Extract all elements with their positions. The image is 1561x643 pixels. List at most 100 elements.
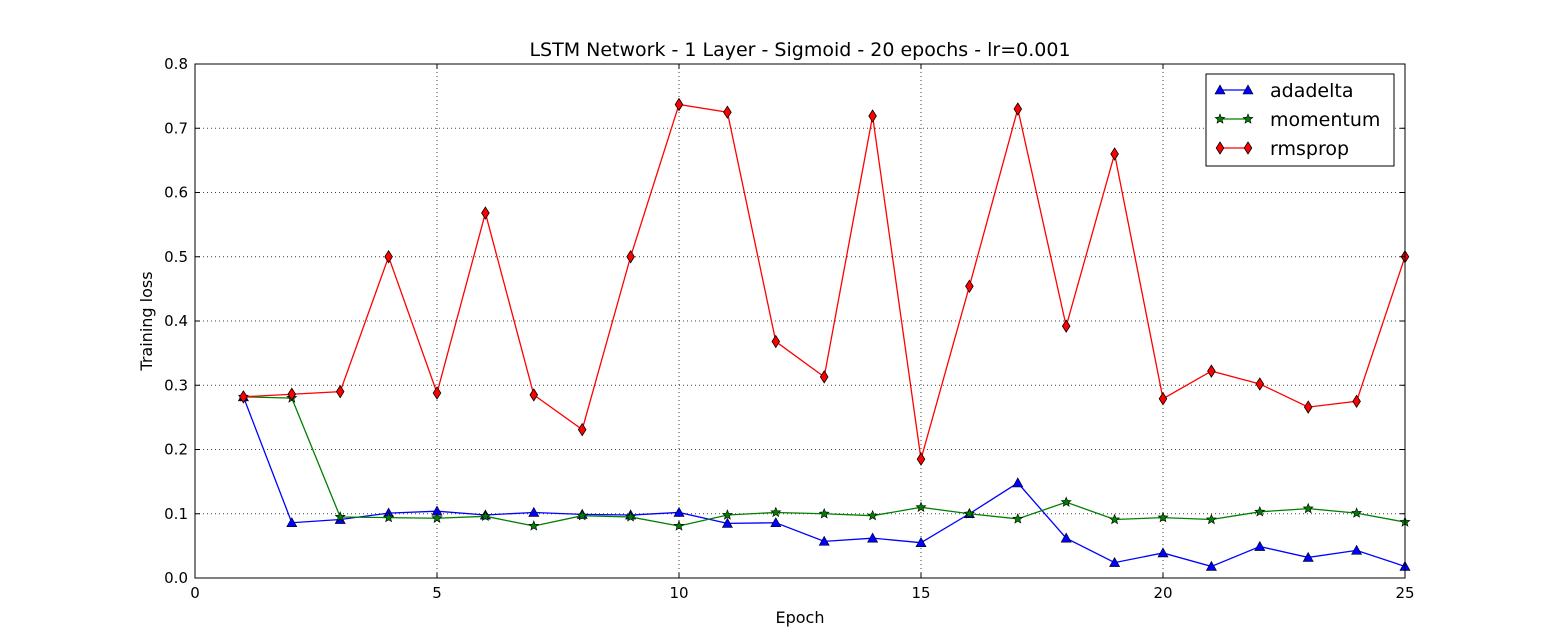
rmsprop-point — [1061, 319, 1071, 333]
adadelta-point — [1205, 560, 1217, 571]
rmsprop-point — [626, 250, 635, 264]
x-tick-label: 15 — [911, 584, 930, 602]
legend-marker — [1215, 141, 1225, 155]
x-axis-label: Epoch — [776, 608, 825, 627]
x-tick-label: 25 — [1395, 584, 1414, 602]
adadelta-point — [818, 535, 830, 546]
y-tick-label: 0.0 — [164, 569, 188, 587]
legend-marker — [1214, 113, 1226, 124]
rmsprop-point — [916, 452, 926, 466]
legend-marker — [1242, 113, 1254, 124]
momentum-point — [479, 510, 491, 522]
legend-item-rmsprop: rmsprop — [1215, 138, 1349, 160]
adadelta-point — [915, 537, 927, 547]
y-tick-label: 0.3 — [164, 376, 188, 394]
momentum-point — [528, 520, 540, 531]
y-axis-label: Training loss — [137, 271, 156, 371]
adadelta-point — [1157, 547, 1169, 558]
momentum-point — [625, 511, 637, 522]
rmsprop-point — [335, 384, 345, 399]
legend-item-momentum: momentum — [1214, 109, 1380, 131]
series-adadelta — [237, 391, 1411, 571]
legend-marker — [1243, 141, 1253, 155]
momentum-point — [770, 506, 782, 518]
momentum-point — [915, 501, 927, 513]
y-tick-label: 0.7 — [164, 119, 188, 137]
rmsprop-point — [481, 206, 490, 220]
rmsprop-point — [1110, 147, 1119, 161]
x-tick-label: 10 — [669, 584, 688, 602]
rmsprop-point — [965, 279, 974, 294]
adadelta-point — [1012, 477, 1024, 488]
legend-label: rmsprop — [1270, 138, 1349, 160]
adadelta-point — [1351, 544, 1363, 555]
rmsprop-point — [1352, 394, 1361, 409]
momentum-point — [673, 520, 685, 531]
rmsprop-point — [771, 334, 781, 349]
momentum-point — [1205, 513, 1217, 525]
momentum-line — [243, 396, 1406, 527]
rmsprop-point — [239, 390, 248, 404]
momentum-point — [1109, 513, 1121, 525]
rmsprop-point — [1255, 377, 1265, 391]
adadelta-point — [770, 517, 782, 528]
adadelta-point — [1302, 551, 1314, 562]
rmsprop-point — [868, 109, 877, 123]
momentum-point — [383, 511, 395, 523]
rmsprop-point — [287, 387, 297, 401]
series-rmsprop — [239, 97, 1410, 466]
momentum-point — [721, 509, 733, 520]
momentum-point — [867, 509, 879, 521]
rmsprop-point — [1207, 364, 1216, 378]
x-tick-label: 0 — [190, 584, 200, 602]
momentum-point — [1351, 507, 1363, 518]
legend-box — [1205, 73, 1395, 167]
rmsprop-point — [1013, 102, 1023, 116]
rmsprop-point — [529, 388, 539, 402]
legend-marker — [1242, 84, 1254, 95]
y-tick-label: 0.5 — [164, 248, 188, 266]
rmsprop-point — [577, 422, 587, 437]
y-tick-label: 0.8 — [164, 55, 188, 73]
momentum-point — [1302, 502, 1314, 514]
momentum-point — [576, 509, 588, 521]
rmsprop-point — [1303, 400, 1313, 414]
adadelta-point — [867, 532, 879, 543]
momentum-point — [963, 507, 975, 519]
rmsprop-point — [432, 386, 442, 400]
rmsprop-point — [1158, 391, 1168, 406]
momentum-point — [1012, 513, 1024, 524]
adadelta-point — [1109, 556, 1121, 567]
adadelta-point — [673, 506, 685, 517]
legend-marker — [1214, 84, 1226, 95]
legend-label: adadelta — [1270, 80, 1353, 102]
momentum-point — [818, 507, 830, 519]
x-tick-label: 5 — [432, 584, 442, 602]
adadelta-point — [286, 517, 298, 528]
grid-lines — [195, 64, 1405, 578]
momentum-point — [1060, 496, 1072, 507]
adadelta-point — [721, 517, 733, 528]
y-tick-label: 0.2 — [164, 441, 188, 459]
y-tick-label: 0.4 — [164, 312, 188, 330]
rmsprop-point — [819, 370, 829, 384]
rmsprop-point — [723, 105, 732, 119]
chart-title: LSTM Network - 1 Layer - Sigmoid - 20 ep… — [529, 39, 1070, 61]
x-tick-label: 20 — [1153, 584, 1172, 602]
legend: adadelta momentum rmsprop — [1205, 73, 1395, 167]
momentum-point — [1157, 511, 1169, 523]
momentum-point — [1254, 506, 1266, 517]
adadelta-point — [1060, 532, 1072, 543]
axis-ticks: 0 5 10 15 20 25 0.0 0.1 0.2 0.3 0.4 0.5 0.6 0.7 0.8 — [164, 55, 1414, 602]
legend-item-adadelta: adadelta — [1214, 80, 1353, 102]
rmsprop-point — [674, 97, 684, 112]
momentum-point — [334, 511, 346, 522]
y-tick-label: 0.6 — [164, 184, 188, 202]
adadelta-point — [1254, 540, 1266, 551]
adadelta-point — [528, 506, 540, 517]
rmsprop-point — [384, 250, 393, 264]
y-tick-label: 0.1 — [164, 505, 188, 523]
legend-label: momentum — [1270, 109, 1380, 131]
series-layer — [237, 97, 1411, 571]
